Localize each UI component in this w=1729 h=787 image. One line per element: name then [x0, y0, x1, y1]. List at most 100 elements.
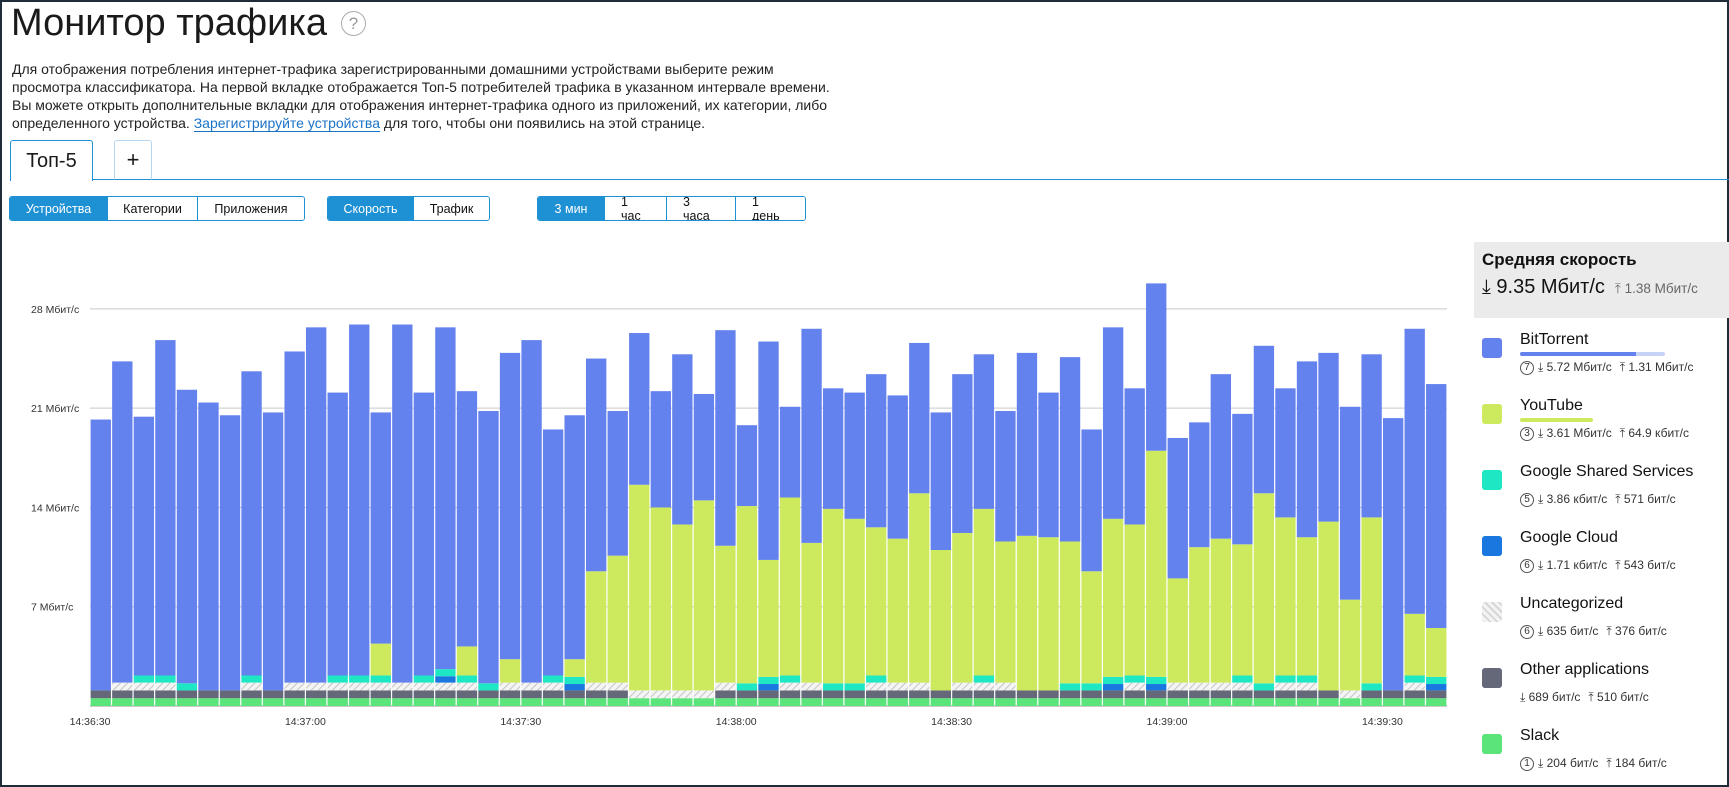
bar-segment-youtube	[607, 555, 628, 683]
legend-swatch	[1482, 602, 1502, 622]
bar-segment-uncategorized	[586, 682, 607, 691]
bar-segment-uncategorized	[801, 682, 822, 691]
legend-item[interactable]: Other applications ⤓ 689 бит/с ⤒ 510 бит/с	[1474, 648, 1729, 714]
bar-segment-other-applications	[542, 690, 564, 699]
legend-upload: ⤒ 571 бит/с	[1615, 492, 1676, 506]
legend-upload: ⤒ 510 бит/с	[1588, 690, 1649, 704]
legend-share-bar	[1520, 418, 1593, 422]
bar-segment-google-shared-services	[1146, 676, 1167, 685]
bar-segment-youtube	[1146, 450, 1167, 677]
bar-segment-other-applications	[392, 690, 413, 699]
legend-name: Google Cloud	[1520, 529, 1618, 546]
bar-segment-other-applications	[930, 690, 951, 699]
device-count-badge: 6	[1520, 624, 1534, 639]
bar-segment-slack	[176, 698, 198, 706]
bar-segment-slack	[305, 698, 327, 706]
bar-segment-google-shared-services	[176, 683, 198, 691]
bar-segment-bittorrent	[1059, 357, 1081, 542]
bar-segment-bittorrent	[672, 354, 693, 525]
average-download: ⤓ 9.35 Мбит/с	[1482, 276, 1605, 298]
metric-speed-button[interactable]: Скорость	[328, 197, 414, 220]
bar-segment-slack	[801, 698, 822, 706]
legend-title: Средняя скорость	[1482, 250, 1637, 269]
add-tab-button[interactable]: +	[114, 140, 152, 180]
legend-name: Other applications	[1520, 661, 1649, 678]
description-text: для того, чтобы они появились на этой ст…	[383, 115, 706, 131]
bar-segment-uncategorized	[1189, 682, 1210, 691]
bar-segment-other-applications	[952, 690, 973, 699]
average-speed: ⤓ 9.35 Мбит/с ⤒ 1.38 Мбит/с	[1482, 276, 1721, 299]
metric-traffic-button[interactable]: Трафик	[414, 197, 489, 220]
bar-segment-slack	[822, 698, 844, 706]
bar-segment-slack	[758, 698, 779, 706]
bar-segment-google-shared-services	[370, 675, 391, 683]
bar-segment-other-applications	[736, 690, 758, 699]
question-circle-icon[interactable]: ?	[341, 11, 366, 36]
range-3h-button[interactable]: 3 часа	[667, 197, 736, 220]
bar-segment-bittorrent	[305, 327, 327, 683]
bar-segment-bittorrent	[1318, 352, 1339, 522]
y-tick-label: 21 Мбит/с	[31, 403, 79, 415]
bar-segment-google-cloud	[435, 676, 456, 683]
bar-segment-youtube	[370, 643, 391, 676]
bar-segment-bittorrent	[586, 358, 607, 572]
bar-segment-other-applications	[909, 690, 930, 699]
legend-stats: 6 ⤓ 635 бит/с ⤒ 376 бит/с	[1520, 624, 1667, 639]
bar-segment-google-shared-services	[349, 675, 370, 683]
bar-segment-youtube	[1016, 535, 1038, 691]
bar-segment-google-shared-services	[822, 683, 844, 691]
legend-item[interactable]: BitTorrent 7 ⤓ 5.72 Мбит/с ⤒ 1.31 Мбит/с	[1474, 318, 1729, 384]
bar-segment-other-applications	[844, 690, 865, 699]
legend-item[interactable]: YouTube 3 ⤓ 3.61 Мбит/с ⤒ 64.9 кбит/с	[1474, 384, 1729, 450]
device-count-badge: 1	[1520, 756, 1534, 771]
bar-segment-google-shared-services	[133, 675, 155, 683]
legend-item[interactable]: Google Shared Services 5 ⤓ 3.86 кбит/с ⤒ 57…	[1474, 450, 1729, 516]
legend-panel: Средняя скорость ⤓ 9.35 Мбит/с ⤒ 1.38 Мб…	[1474, 242, 1729, 780]
legend-item[interactable]: Slack 1 ⤓ 204 бит/с ⤒ 184 бит/с	[1474, 714, 1729, 780]
bar-segment-bittorrent	[1124, 388, 1145, 525]
bar-segment-other-applications	[176, 690, 198, 699]
legend-stats: 3 ⤓ 3.61 Мбит/с ⤒ 64.9 кбит/с	[1520, 426, 1689, 441]
bar-segment-uncategorized	[370, 682, 391, 691]
bar-segment-uncategorized	[973, 682, 995, 691]
x-tick-label: 14:36:30	[70, 716, 111, 728]
range-1h-button[interactable]: 1 час	[605, 197, 667, 220]
bar-segment-other-applications	[715, 690, 736, 699]
bar-segment-youtube	[1404, 613, 1425, 676]
bar-segment-slack	[1339, 698, 1361, 706]
mode-devices-button[interactable]: Устройства	[10, 197, 108, 220]
bar-segment-bittorrent	[1038, 392, 1059, 538]
bar-segment-other-applications	[1318, 690, 1339, 699]
bar-segment-bittorrent	[1275, 388, 1296, 518]
bar-segment-uncategorized	[392, 682, 413, 691]
bar-segment-other-applications	[478, 690, 499, 699]
mode-categories-button[interactable]: Категории	[108, 197, 198, 220]
bar-segment-bittorrent	[930, 412, 951, 550]
bar-segment-bittorrent	[1016, 352, 1038, 536]
bar-segment-slack	[672, 698, 693, 706]
legend-name: BitTorrent	[1520, 331, 1589, 348]
bar-segment-bittorrent	[995, 411, 1016, 542]
range-1d-button[interactable]: 1 день	[736, 197, 805, 220]
bar-segment-other-applications	[1038, 690, 1059, 699]
bar-segment-bittorrent	[349, 324, 370, 676]
mode-apps-button[interactable]: Приложения	[198, 197, 304, 220]
bar-segment-slack	[1016, 698, 1038, 706]
bar-segment-slack	[1232, 698, 1253, 706]
bar-segment-other-applications	[1102, 690, 1124, 699]
bar-segment-uncategorized	[1339, 690, 1361, 699]
bar-segment-google-cloud	[1146, 684, 1167, 691]
legend-item[interactable]: Google Cloud 6 ⤓ 1.71 кбит/с ⤒ 543 бит/с	[1474, 516, 1729, 582]
tab-top5[interactable]: Топ-5	[10, 140, 93, 181]
legend-item[interactable]: Uncategorized 6 ⤓ 635 бит/с ⤒ 376 бит/с	[1474, 582, 1729, 648]
range-3min-button[interactable]: 3 мин	[538, 197, 605, 220]
bar-segment-bittorrent	[241, 371, 262, 676]
bar-segment-bittorrent	[1253, 345, 1275, 494]
bar-segment-slack	[499, 698, 521, 706]
bar-segment-slack	[155, 698, 176, 706]
register-devices-link[interactable]: Зарегистрируйте устройства	[193, 115, 380, 132]
bar-segment-slack	[219, 698, 241, 706]
legend-swatch	[1482, 404, 1502, 424]
bar-segment-google-shared-services	[779, 675, 801, 683]
bar-segment-uncategorized	[435, 682, 456, 691]
